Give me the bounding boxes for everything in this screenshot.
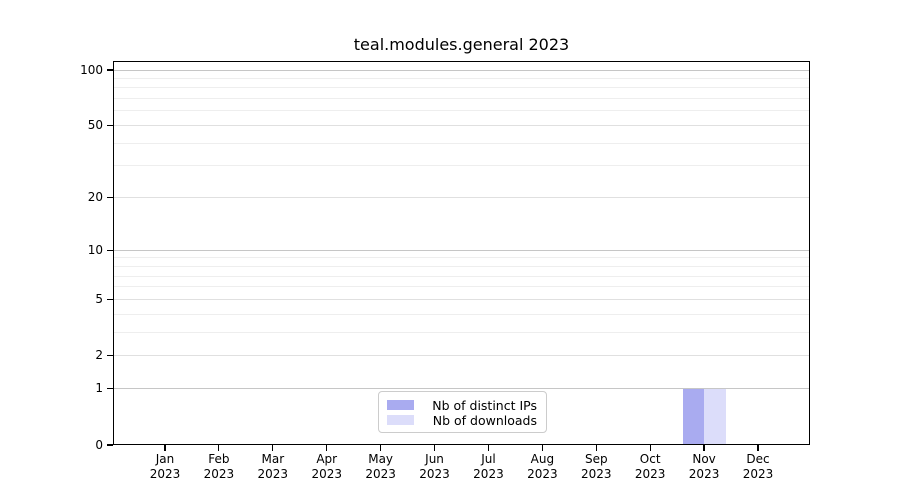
gridline-y-30-minor	[113, 165, 810, 167]
y-tick-label-10: 10	[87, 242, 103, 257]
y-tick-label-20: 20	[87, 190, 103, 205]
x-tick-month: May	[368, 452, 394, 466]
gridline-y-80-minor	[113, 87, 810, 89]
legend-row-downloads: Nb of downloads	[387, 412, 537, 428]
x-tick-label-may: May 2023	[349, 452, 413, 482]
x-tick-mark-dec	[757, 445, 759, 451]
bar-distinct-ips-nov	[682, 388, 705, 445]
x-tick-mark-jun	[433, 445, 436, 451]
x-tick-year: 2023	[203, 467, 235, 481]
legend-label-downloads: Nb of downloads	[432, 412, 537, 428]
x-tick-mark-aug	[541, 445, 543, 451]
y-tick-mark-2	[106, 355, 113, 357]
x-tick-year: 2023	[634, 467, 666, 481]
y-tick-label-5: 5	[95, 291, 103, 306]
x-tick-year: 2023	[419, 467, 450, 481]
y-tick-mark-0	[106, 444, 113, 446]
x-tick-month: Jan	[155, 452, 175, 466]
x-tick-mark-sep	[595, 445, 597, 451]
gridline-y-4-minor	[113, 313, 810, 315]
x-tick-label-sep: Sep 2023	[564, 452, 628, 482]
x-tick-label-jan: Jan 2023	[133, 452, 197, 482]
x-tick-mark-apr	[326, 445, 328, 451]
y-tick-mark-5	[106, 298, 113, 300]
gridline-y-70-minor	[113, 98, 810, 100]
x-tick-month: Feb	[208, 452, 230, 466]
bar-layer	[113, 61, 810, 445]
x-tick-label-jul: Jul 2023	[456, 452, 520, 482]
x-tick-year: 2023	[473, 467, 504, 481]
legend-row-distinct-ips: Nb of distinct IPs	[387, 397, 537, 413]
x-tick-month: Apr	[316, 452, 338, 466]
x-tick-month: Sep	[584, 452, 608, 466]
x-tick-year: 2023	[257, 467, 289, 481]
y-tick-label-2: 2	[95, 348, 103, 363]
y-tick-label-50: 50	[87, 118, 103, 133]
x-tick-year: 2023	[365, 467, 396, 481]
gridline-y-9-minor	[113, 257, 810, 259]
x-tick-month: Nov	[692, 452, 716, 466]
y-tick-mark-10	[106, 249, 113, 251]
bar-downloads-nov	[704, 388, 726, 445]
x-tick-mark-mar	[272, 445, 274, 451]
gridline-y-1-major	[113, 388, 810, 390]
x-tick-label-feb: Feb 2023	[187, 452, 251, 482]
gridline-y-2-labeled-minor	[113, 355, 810, 357]
gridline-y-8-minor	[113, 265, 810, 267]
x-tick-month: Mar	[261, 452, 285, 466]
gridline-y-20-labeled-minor	[113, 197, 810, 199]
x-tick-month: Oct	[639, 452, 661, 466]
gridline-y-50-labeled-minor	[113, 125, 810, 127]
x-tick-month: Jul	[481, 452, 496, 466]
legend: Nb of distinct IPs Nb of downloads	[378, 391, 547, 433]
chart-title: teal.modules.general 2023	[353, 35, 570, 54]
y-tick-mark-1	[106, 388, 113, 390]
legend-swatch-distinct-ips	[387, 400, 414, 410]
x-tick-year: 2023	[311, 467, 342, 481]
x-tick-label-apr: Apr 2023	[295, 452, 359, 482]
y-tick-label-1: 1	[95, 381, 103, 396]
y-tick-mark-50	[106, 124, 113, 127]
y-tick-mark-20	[106, 197, 113, 199]
grid-layer	[113, 61, 810, 445]
legend-label-distinct-ips: Nb of distinct IPs	[432, 397, 537, 413]
x-tick-label-dec: Dec 2023	[726, 452, 790, 482]
gridline-y-40-minor	[113, 142, 810, 144]
y-tick-label-0: 0	[95, 437, 103, 452]
x-tick-year: 2023	[580, 467, 612, 481]
gridline-y-3-minor	[113, 331, 810, 333]
x-tick-year: 2023	[742, 467, 774, 481]
x-tick-year: 2023	[527, 467, 558, 481]
gridline-y-60-minor	[113, 110, 810, 112]
x-tick-month: Dec	[746, 452, 770, 466]
x-tick-year: 2023	[688, 467, 720, 481]
gridline-y-6-minor	[113, 286, 810, 288]
x-tick-month: Jun	[425, 452, 444, 466]
y-tick-label-100: 100	[80, 62, 103, 77]
gridline-y-7-minor	[113, 275, 810, 277]
x-tick-mark-jan	[164, 445, 166, 451]
x-tick-mark-jul	[487, 445, 490, 451]
plot-area	[113, 61, 810, 445]
x-tick-label-mar: Mar 2023	[241, 452, 305, 482]
gridline-y-100-major	[113, 69, 810, 71]
x-tick-label-nov: Nov 2023	[672, 452, 736, 482]
gridline-y-10-major	[113, 249, 810, 251]
x-tick-label-jun: Jun 2023	[403, 452, 467, 482]
y-tick-mark-100	[106, 69, 113, 71]
x-tick-month: Aug	[530, 452, 555, 466]
x-tick-mark-oct	[649, 445, 651, 451]
x-tick-mark-may	[380, 445, 382, 451]
x-tick-mark-feb	[218, 445, 220, 451]
x-tick-label-oct: Oct 2023	[618, 452, 682, 482]
gridline-y-90-minor	[113, 77, 810, 79]
gridline-y-5-labeled-minor	[113, 298, 810, 300]
legend-swatch-downloads	[387, 415, 414, 425]
x-tick-year: 2023	[149, 467, 181, 481]
x-tick-mark-nov	[703, 445, 705, 451]
x-tick-label-aug: Aug 2023	[510, 452, 574, 482]
